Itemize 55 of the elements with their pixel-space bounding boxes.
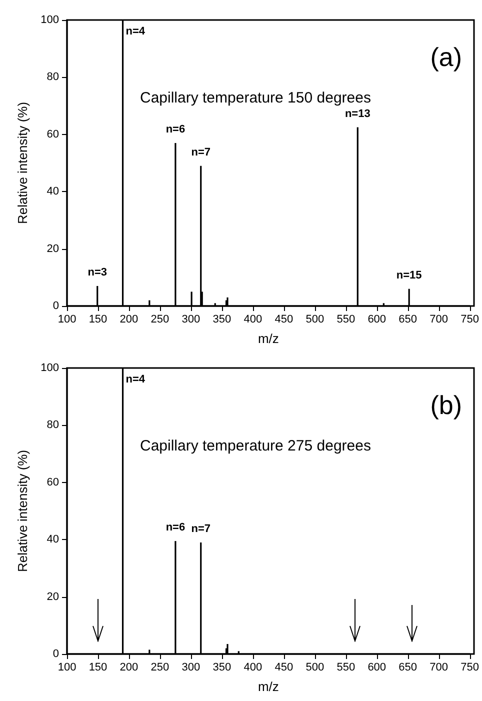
x-tick-label: 150 [88, 662, 108, 674]
x-axis-title: m/z [258, 331, 279, 346]
annotation: n=15 [396, 269, 422, 282]
x-tick-label: 650 [398, 662, 418, 674]
y-tick-label: 0 [52, 300, 59, 312]
x-tick-label: 700 [430, 662, 448, 674]
y-tick-label: 40 [46, 534, 59, 546]
x-tick-label: 750 [460, 662, 480, 674]
x-tick-label: 200 [120, 662, 138, 674]
x-tick-label: 550 [336, 662, 356, 674]
x-tick-label: 750 [460, 314, 480, 326]
annotation: n=4 [126, 374, 146, 386]
x-tick-label: 650 [398, 314, 418, 326]
x-tick-label: 400 [244, 314, 262, 326]
y-tick-label: 80 [46, 71, 59, 84]
x-tick-label: 200 [120, 314, 138, 326]
y-axis-title: Relative intensity (%) [15, 450, 30, 572]
annotation: Capillary temperature 275 degrees [140, 438, 371, 454]
y-tick-label: 60 [46, 128, 59, 140]
x-tick-label: 250 [150, 314, 170, 326]
x-tick-label: 450 [274, 314, 294, 326]
x-tick-label: 250 [150, 662, 170, 674]
x-axis-title: m/z [258, 679, 279, 694]
x-tick-label: 300 [182, 314, 200, 326]
y-tick-label: 20 [46, 590, 59, 603]
annotation: n=7 [191, 146, 210, 158]
annotation: n=13 [344, 108, 370, 120]
y-tick-label: 40 [46, 186, 59, 198]
x-tick-label: 400 [244, 662, 262, 674]
y-tick-label: 100 [40, 362, 59, 374]
annotation: Capillary temperature 150 degrees [140, 90, 371, 106]
y-tick-label: 60 [46, 476, 59, 488]
annotation: n=6 [166, 123, 186, 136]
annotation: (b) [430, 390, 462, 420]
y-tick-label: 80 [46, 419, 59, 432]
x-tick-label: 600 [368, 662, 386, 674]
x-tick-label: 450 [274, 662, 294, 674]
x-tick-label: 300 [182, 662, 200, 674]
y-tick-label: 100 [40, 14, 59, 26]
x-tick-label: 700 [430, 314, 448, 326]
y-tick-label: 0 [52, 648, 59, 660]
annotation: n=7 [191, 522, 210, 535]
x-tick-label: 350 [212, 314, 232, 326]
annotation: n=3 [88, 266, 107, 278]
y-tick-label: 20 [46, 242, 59, 255]
x-tick-label: 500 [306, 662, 324, 674]
x-tick-label: 600 [368, 314, 386, 326]
x-tick-label: 550 [336, 314, 356, 326]
x-tick-label: 350 [212, 662, 232, 674]
x-tick-label: 150 [88, 314, 108, 326]
x-tick-label: 500 [306, 314, 324, 326]
y-axis-title: Relative intensity (%) [15, 102, 30, 224]
annotation: (a) [430, 42, 462, 72]
annotation: n=4 [126, 26, 146, 38]
annotation: n=6 [166, 522, 186, 534]
